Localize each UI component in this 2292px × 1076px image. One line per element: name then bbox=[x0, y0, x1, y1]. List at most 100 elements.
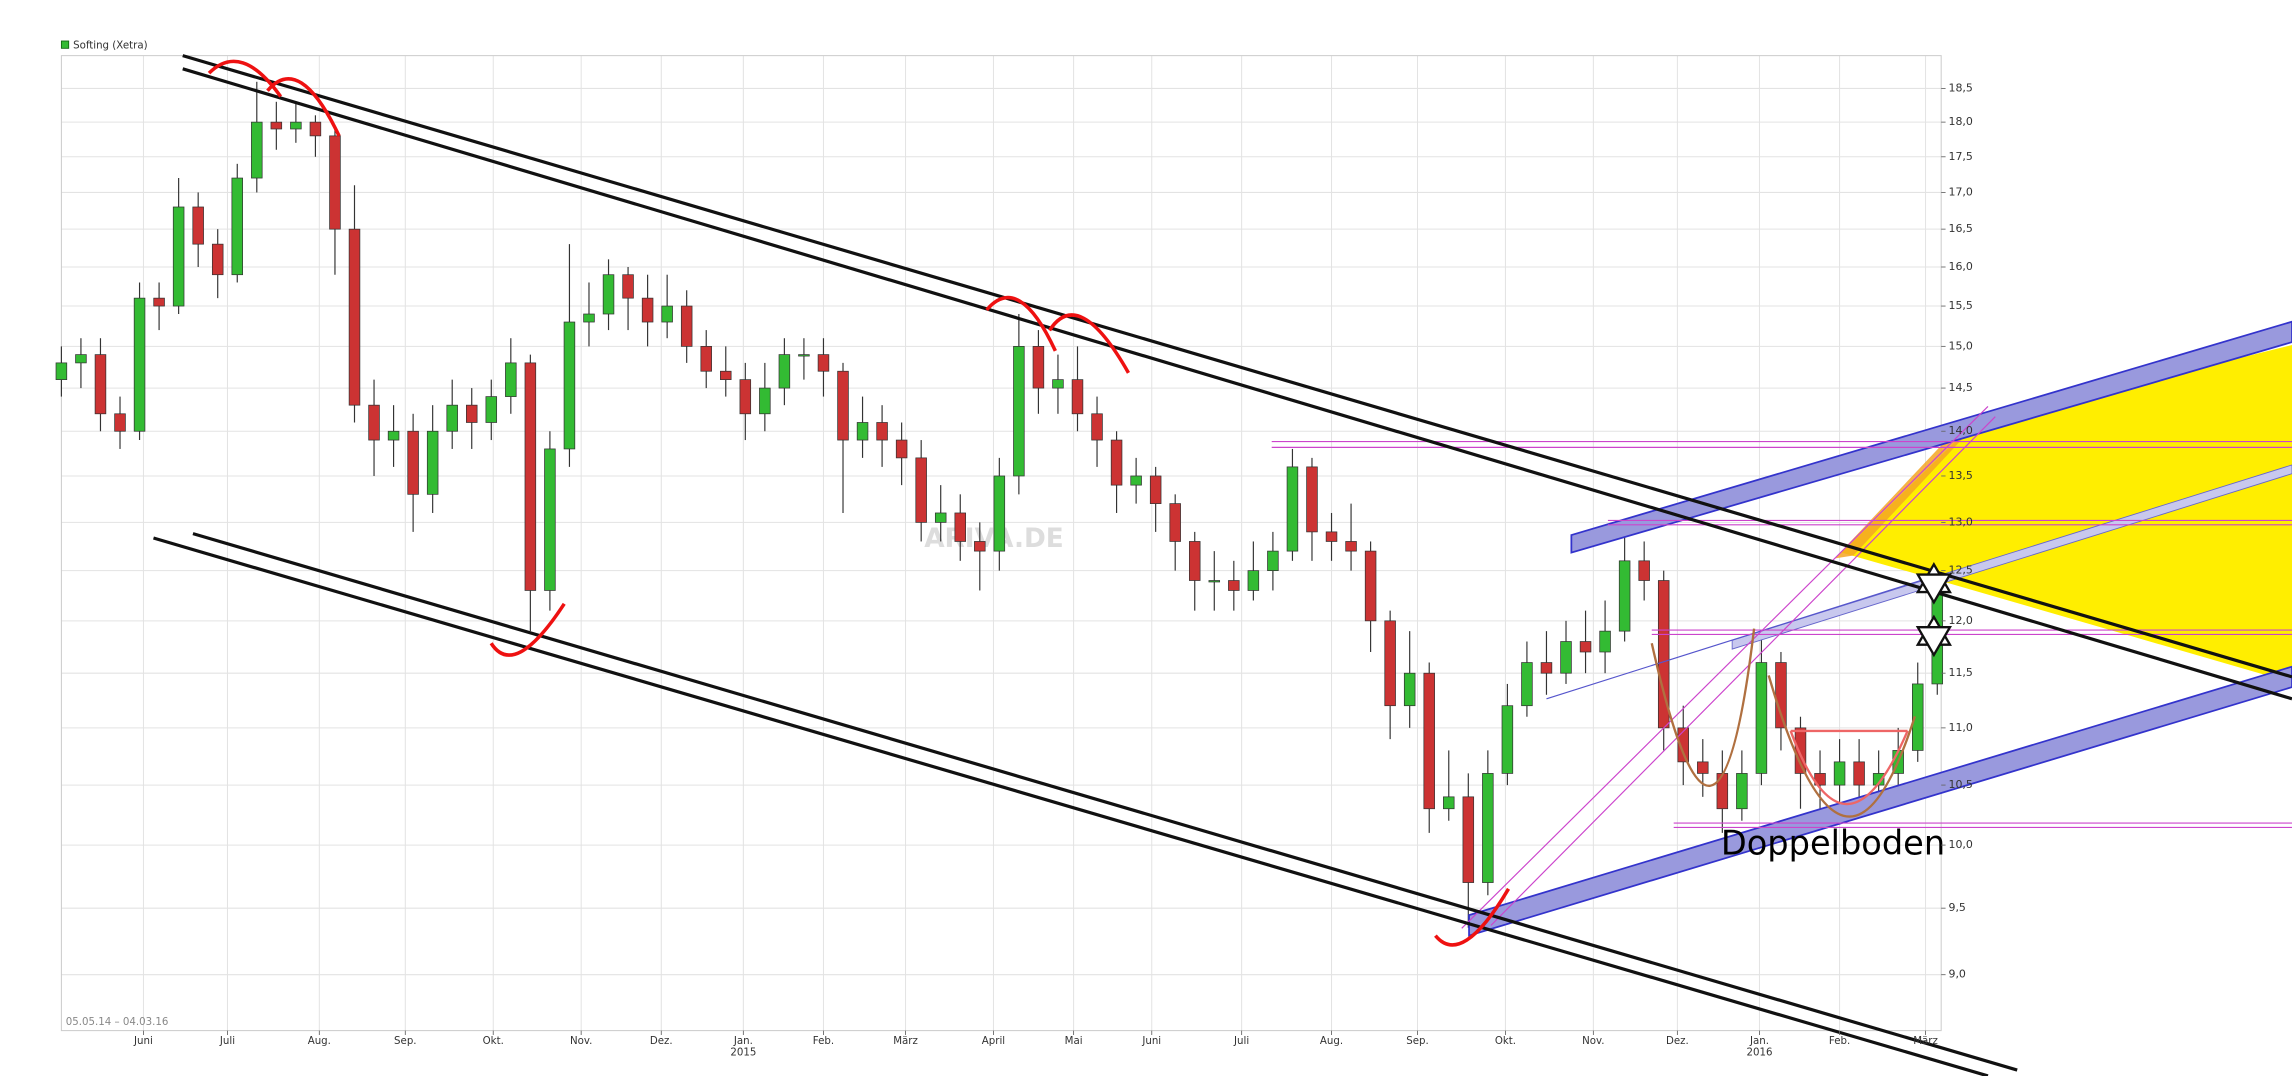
candle-body bbox=[1599, 630, 1611, 653]
candle-body bbox=[114, 413, 126, 432]
y-tick-label: 18,0 bbox=[1948, 115, 1972, 128]
candle-body bbox=[680, 305, 693, 347]
y-tick-label: 16,0 bbox=[1948, 260, 1972, 273]
candle-body bbox=[192, 206, 204, 245]
candle-body bbox=[817, 354, 830, 372]
channel-lines bbox=[153, 54, 2292, 1076]
candle-body bbox=[1130, 475, 1142, 486]
x-tick-label: Aug. bbox=[1320, 1036, 1343, 1047]
legend-label: Softing (Xetra) bbox=[73, 40, 148, 51]
candle-body bbox=[1697, 761, 1709, 774]
y-tick-label: 10,5 bbox=[1948, 778, 1972, 791]
candle-body bbox=[1853, 761, 1865, 786]
candle-body bbox=[211, 243, 224, 276]
red-arcs bbox=[207, 59, 1511, 947]
candle-body bbox=[778, 354, 791, 389]
candle-body bbox=[1521, 662, 1533, 707]
candle-body bbox=[1403, 672, 1416, 707]
x-tick-label: Dez. bbox=[650, 1036, 673, 1047]
candle-body bbox=[387, 430, 400, 441]
candle-body bbox=[94, 354, 107, 415]
candle-body bbox=[1618, 560, 1631, 632]
candle-body bbox=[1110, 439, 1123, 486]
y-tick-label: 14,0 bbox=[1948, 424, 1972, 437]
candle-body bbox=[661, 305, 673, 323]
candle-body bbox=[1736, 773, 1748, 810]
candle-body bbox=[505, 362, 517, 397]
candle-body bbox=[563, 321, 576, 450]
candle-body bbox=[641, 297, 654, 323]
candle-body bbox=[446, 404, 458, 432]
candle-body bbox=[1579, 641, 1592, 653]
y-tick-label: 17,5 bbox=[1948, 150, 1972, 163]
candle-body bbox=[1364, 550, 1377, 622]
y-tick-label: 18,5 bbox=[1948, 81, 1972, 94]
y-tick-label: 9,0 bbox=[1948, 968, 1965, 981]
x-tick-label: Nov. bbox=[1582, 1036, 1604, 1047]
candle-body bbox=[837, 370, 849, 441]
candle-body bbox=[1560, 641, 1572, 674]
candle-body bbox=[1188, 541, 1201, 581]
y-tick-label: 14,5 bbox=[1948, 381, 1972, 394]
double-bottom-arcs bbox=[1650, 628, 1916, 818]
candle-body bbox=[1208, 580, 1221, 583]
x-tick-label: Dez. bbox=[1666, 1036, 1689, 1047]
candle-body bbox=[1638, 560, 1650, 581]
candle-body bbox=[1462, 796, 1475, 883]
upper-blue-band bbox=[1570, 320, 2292, 554]
candle-body bbox=[1286, 466, 1299, 552]
candle-body bbox=[1443, 796, 1455, 810]
axes: 9,0 9,5 10,0 10,5 11,0 11,5 12,0 12,5 13,0 13,5 14… bbox=[133, 81, 1973, 1058]
trend-line bbox=[1546, 572, 1945, 700]
y-tick-label: 15,0 bbox=[1948, 339, 1972, 352]
candle-body bbox=[524, 362, 537, 591]
candle-body bbox=[153, 297, 165, 307]
y-tick-label: 12,0 bbox=[1948, 614, 1972, 627]
yellow-zone bbox=[1841, 345, 2292, 683]
candle-body bbox=[1306, 466, 1318, 533]
x-tick-label: Nov. bbox=[570, 1036, 592, 1047]
candle-body bbox=[1345, 541, 1357, 552]
candle-body bbox=[251, 121, 263, 179]
candle-body bbox=[1911, 683, 1924, 751]
candle-body bbox=[934, 512, 947, 523]
drawings: Doppelboden bbox=[153, 54, 2292, 1076]
candle-body bbox=[1423, 672, 1435, 810]
candle-body bbox=[1071, 379, 1084, 415]
candle-body bbox=[974, 541, 986, 552]
x-tick-label: Aug. bbox=[308, 1036, 331, 1047]
x-tick-label: Juli bbox=[1233, 1036, 1249, 1047]
candle-body bbox=[1247, 570, 1260, 591]
candle-body bbox=[1482, 773, 1494, 883]
y-tick-label: 15,5 bbox=[1948, 299, 1972, 312]
candle-body bbox=[583, 313, 595, 323]
candle-body bbox=[426, 430, 439, 495]
x-tick-label: März bbox=[893, 1036, 918, 1047]
candle-body bbox=[231, 177, 243, 276]
candle-body bbox=[1677, 727, 1689, 763]
legend-swatch bbox=[60, 40, 70, 49]
y-tick-label: 16,5 bbox=[1948, 222, 1972, 235]
x-tick-label: Okt. bbox=[1495, 1036, 1516, 1047]
candle-body bbox=[876, 422, 888, 441]
y-tick-label: 12,5 bbox=[1948, 564, 1972, 577]
x-tick-label: Juni bbox=[133, 1036, 153, 1047]
x-tick-label: Okt. bbox=[483, 1036, 504, 1047]
x-tick-label: Feb. bbox=[1829, 1036, 1850, 1047]
x-tick-label: Jan. bbox=[1749, 1036, 1769, 1047]
candle-body bbox=[1755, 662, 1768, 774]
candle-body bbox=[993, 475, 1006, 552]
stars bbox=[1915, 561, 1952, 658]
lower-blue-band bbox=[1468, 665, 2292, 937]
candle-body bbox=[759, 387, 771, 415]
candle-body bbox=[55, 362, 68, 380]
candle-body bbox=[895, 439, 908, 459]
candle-body bbox=[485, 396, 498, 423]
candle-body bbox=[75, 354, 87, 364]
x-tick-label: Jan. bbox=[733, 1036, 753, 1047]
year-label: 2016 bbox=[1746, 1048, 1772, 1059]
x-tick-label: Sep. bbox=[394, 1036, 417, 1047]
y-tick-label: 11,0 bbox=[1948, 721, 1972, 734]
x-tick-label: Juni bbox=[1141, 1036, 1161, 1047]
